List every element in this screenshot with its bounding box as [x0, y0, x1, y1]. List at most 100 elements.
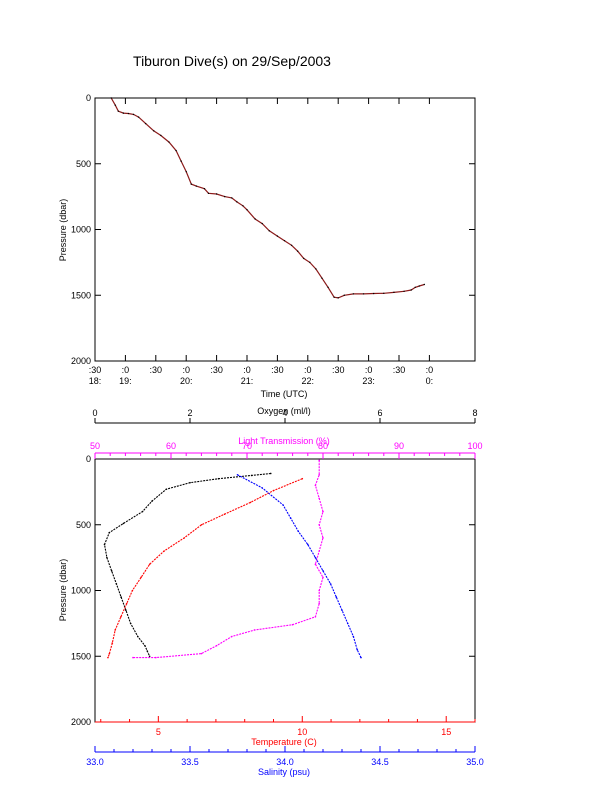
top-x-tick-label-hour: 19: — [119, 376, 132, 386]
top-x-tick-label-minutes: :0 — [426, 365, 434, 375]
pressure-trace-point — [303, 257, 305, 260]
light-tick-label: 90 — [394, 441, 404, 451]
top-x-tick-label-minutes: :0 — [182, 365, 190, 375]
pressure-trace-point — [168, 141, 170, 143]
temperature-point — [301, 477, 304, 480]
temperature-point — [125, 602, 128, 605]
temperature-tick-label: 5 — [156, 727, 161, 737]
temperature-axis-label: Temperature (C) — [251, 737, 317, 747]
oxygen-point — [106, 556, 108, 559]
light-tick-label: 70 — [242, 441, 252, 451]
oxygen-point — [189, 481, 191, 484]
bottom-y-tick-label: 1500 — [71, 651, 91, 661]
top-x-tick-label-minutes: :30 — [271, 365, 284, 375]
top-y-tick-label: 1500 — [71, 290, 91, 300]
pressure-trace-point — [207, 192, 210, 195]
light-transmission-point — [322, 537, 324, 539]
pressure-trace-point — [403, 290, 405, 293]
salinity-point — [289, 517, 292, 519]
pressure-trace-point — [343, 294, 345, 296]
oxygen-point — [146, 650, 149, 652]
top-x-tick-label-hour: 21: — [241, 376, 254, 386]
salinity-point — [346, 622, 349, 625]
light-transmission-point — [231, 635, 233, 638]
top-x-tick-label-minutes: :30 — [332, 365, 345, 375]
light-transmission-point — [318, 459, 321, 462]
light-transmission-point — [253, 629, 256, 631]
pressure-trace-point — [132, 113, 135, 116]
top-x-tick-label-hour: 20: — [180, 376, 193, 386]
oxygen-point — [103, 543, 106, 546]
pressure-trace-point — [117, 110, 120, 112]
top-y-axis-label: Pressure (dbar) — [58, 199, 68, 262]
light-transmission-axis: 50 60 70 80 90 100 — [90, 441, 483, 459]
temperature-point — [140, 576, 142, 579]
salinity-point — [261, 487, 264, 489]
bottom-y-axis: 0 500 1000 1500 2000 — [71, 454, 475, 727]
pressure-trace-point — [261, 222, 263, 225]
pressure-trace-point — [362, 293, 365, 295]
top-x-tick-label-minutes: :0 — [122, 365, 130, 375]
light-transmission-line — [133, 460, 324, 659]
pressure-trace-point — [114, 104, 116, 106]
temperature-point — [272, 489, 275, 492]
light-transmission-point — [314, 484, 317, 487]
oxygen-point — [108, 531, 111, 534]
pressure-trace-point — [242, 205, 244, 207]
pressure-trace-point — [231, 197, 233, 199]
salinity-point — [314, 556, 317, 559]
temperature-point — [108, 652, 111, 655]
light-transmission-point — [318, 550, 321, 552]
pressure-trace-point — [160, 134, 162, 137]
pressure-trace-point — [110, 97, 112, 99]
pressure-trace-point — [276, 235, 279, 237]
pressure-trace-point — [410, 289, 412, 291]
pressure-trace-point — [296, 250, 299, 252]
temperature-tick-label: 15 — [441, 727, 451, 737]
pressure-trace-point — [254, 218, 256, 220]
light-transmission-point — [318, 523, 321, 526]
top-y-tick-label: 0 — [86, 93, 91, 103]
light-tick-label: 60 — [166, 441, 176, 451]
oxygen-tick-label: 8 — [472, 408, 477, 418]
salinity-point — [236, 473, 239, 476]
pressure-trace-point — [383, 292, 385, 294]
pressure-trace-point — [327, 286, 329, 289]
pressure-trace-line — [110, 97, 425, 299]
oxygen-point — [151, 500, 153, 502]
top-series-group — [110, 97, 426, 299]
pressure-trace-point — [215, 193, 218, 195]
top-y-axis: 0 500 1000 1500 2000 — [71, 93, 475, 366]
light-transmission-point — [200, 652, 203, 655]
light-transmission-point — [291, 623, 294, 626]
pressure-trace-point — [195, 185, 198, 187]
light-transmission-point — [155, 656, 157, 659]
pressure-trace-point — [423, 283, 426, 286]
light-transmission-point — [318, 602, 321, 605]
salinity-point — [352, 635, 355, 638]
salinity-tick-label: 35.0 — [466, 757, 484, 767]
salinity-point — [297, 530, 300, 533]
temperature-point — [114, 629, 116, 631]
salinity-tick-label: 33.0 — [86, 757, 104, 767]
pressure-trace-point — [418, 285, 420, 287]
pressure-trace-point — [203, 188, 206, 190]
pressure-trace-point — [393, 291, 395, 294]
oxygen-point — [217, 477, 220, 480]
oxygen-point — [122, 522, 125, 525]
pressure-trace-point — [122, 112, 125, 114]
temperature-point — [183, 537, 186, 539]
oxygen-point — [136, 635, 139, 638]
pressure-trace-point — [246, 209, 248, 211]
bottom-y-axis-label: Pressure (dbar) — [58, 559, 68, 622]
light-transmission-point — [318, 497, 321, 500]
oxygen-point — [269, 472, 272, 475]
light-transmission-point — [318, 589, 321, 592]
pressure-trace-point — [185, 170, 187, 173]
light-transmission-point — [314, 563, 317, 565]
bottom-plot-frame — [94, 458, 476, 723]
pressure-trace-point — [236, 201, 238, 203]
pressure-trace-point — [180, 160, 182, 162]
